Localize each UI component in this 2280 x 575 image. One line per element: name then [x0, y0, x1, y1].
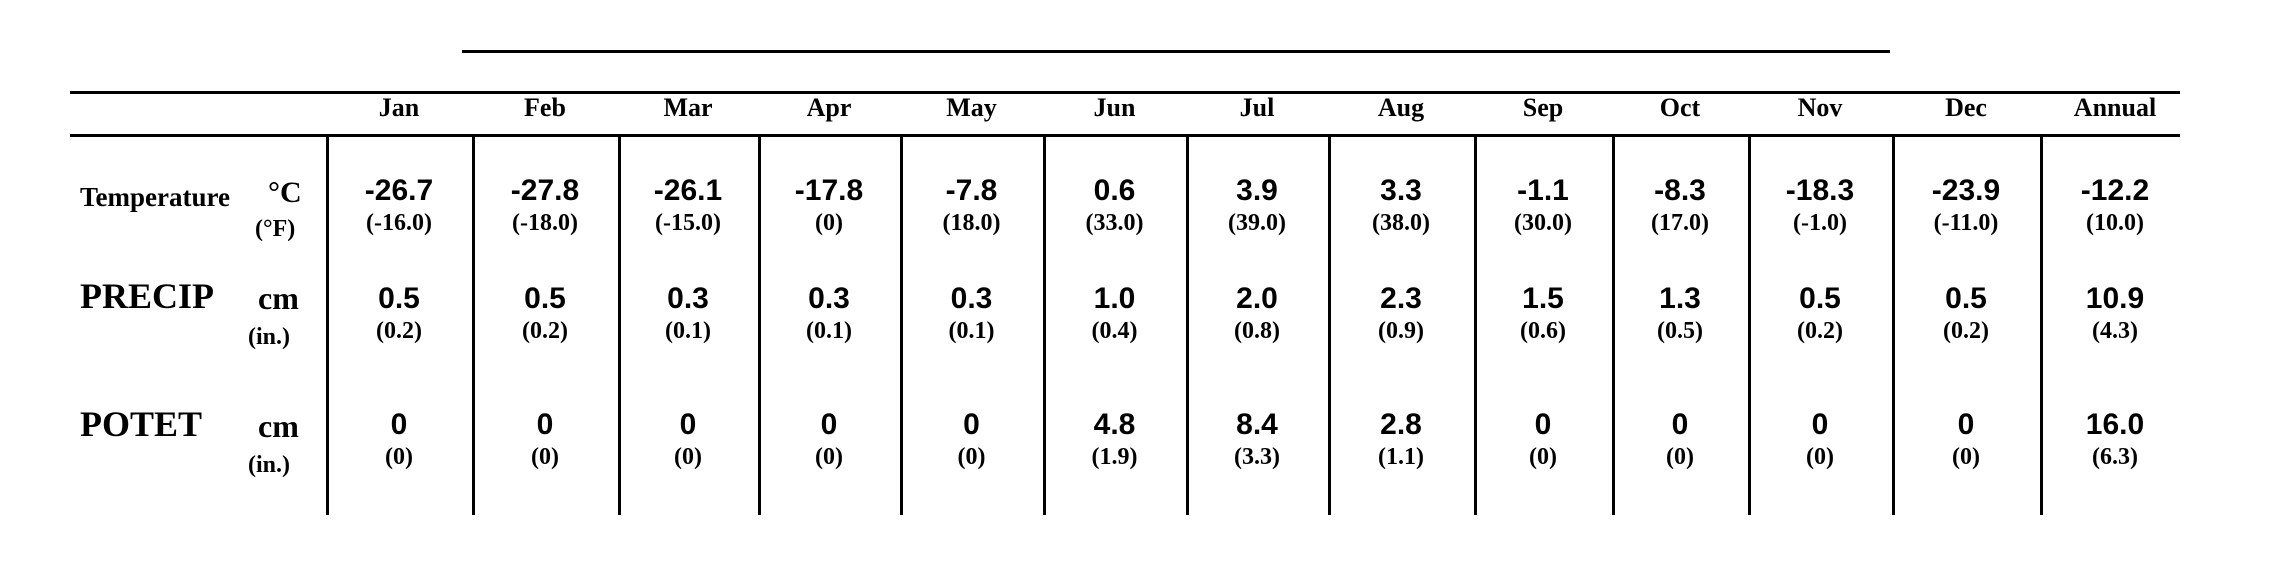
row-unit-metric: cm: [258, 408, 299, 444]
table-cell: 8.4 (3.3): [1234, 408, 1280, 470]
column-divider: [1186, 137, 1189, 515]
column-divider: [1748, 137, 1751, 515]
table-cell: 16.0 (6.3): [2085, 408, 2145, 470]
table-cell: -1.1 (30.0): [1514, 174, 1572, 236]
table-cell: 0 (0): [531, 408, 559, 470]
table-cell: -26.1 (-15.0): [653, 174, 723, 236]
table-cell: 4.8 (1.9): [1091, 408, 1138, 470]
table-cell: 0.3 (0.1): [948, 282, 995, 344]
table-cell: 0 (0): [957, 408, 986, 470]
column-header: Dec: [1945, 93, 1987, 122]
table-cell: 1.5 (0.6): [1520, 282, 1566, 344]
table-cell: -7.8 (18.0): [942, 174, 1001, 236]
table-cell: 0.3 (0.1): [806, 282, 852, 344]
column-header: Nov: [1797, 93, 1843, 122]
table-cell: 10.9 (4.3): [2085, 282, 2145, 344]
table-cell: 0 (0): [674, 408, 702, 470]
header-top-rule: [70, 91, 2180, 94]
column-divider: [1612, 137, 1615, 515]
row-label: PRECIP: [80, 276, 214, 316]
column-divider: [2040, 137, 2043, 515]
table-cell: 2.8 (1.1): [1378, 408, 1424, 470]
table-cell: 0 (0): [1806, 408, 1834, 470]
column-divider: [1043, 137, 1046, 515]
column-divider: [1328, 137, 1331, 515]
column-divider: [472, 137, 475, 515]
table-cell: 3.3 (38.0): [1372, 174, 1430, 236]
column-divider: [758, 137, 761, 515]
table-cell: -23.9 (-11.0): [1931, 174, 2001, 236]
table-cell: -12.2 (10.0): [2080, 174, 2150, 236]
column-divider: [900, 137, 903, 515]
row-unit-metric: °C: [268, 176, 302, 209]
table-cell: 0.5 (0.2): [376, 282, 422, 344]
table-cell: -8.3 (17.0): [1651, 174, 1709, 236]
column-header: Annual: [2073, 93, 2157, 122]
column-divider: [618, 137, 621, 515]
row-unit-imperial: (in.): [248, 324, 290, 350]
column-header: Sep: [1522, 93, 1564, 122]
table-cell: 2.0 (0.8): [1234, 282, 1280, 344]
row-unit-metric: cm: [258, 280, 299, 316]
table-cell: 0 (0): [1666, 408, 1694, 470]
column-divider: [1892, 137, 1895, 515]
table-cell: 0.5 (0.2): [1797, 282, 1843, 344]
table-cell: -17.8 (0): [794, 174, 864, 236]
column-header: Feb: [524, 93, 566, 122]
column-header: Oct: [1659, 93, 1701, 122]
row-unit-imperial: (in.): [248, 452, 290, 478]
row-label: Temperature: [80, 182, 230, 212]
column-header: Mar: [663, 93, 713, 122]
table-cell: 3.9 (39.0): [1228, 174, 1286, 236]
table-cell: 0.3 (0.1): [665, 282, 711, 344]
table-cell: 0 (0): [1529, 408, 1557, 470]
table-cell: 1.3 (0.5): [1657, 282, 1703, 344]
column-divider: [326, 137, 329, 515]
table-cell: 0 (0): [1952, 408, 1980, 470]
table-cell: 0.6 (33.0): [1085, 174, 1144, 236]
header-bottom-rule: [70, 134, 2180, 137]
top-rule: [462, 50, 1890, 53]
column-header: May: [946, 93, 997, 122]
table-cell: -26.7 (-16.0): [364, 174, 434, 236]
row-label: POTET: [80, 404, 203, 444]
column-header: Apr: [806, 93, 852, 122]
table-cell: 0.5 (0.2): [522, 282, 568, 344]
table-cell: -27.8 (-18.0): [510, 174, 580, 236]
column-header: Jan: [378, 93, 420, 122]
table-cell: -18.3 (-1.0): [1785, 174, 1855, 236]
column-header: Aug: [1377, 93, 1425, 122]
column-header: Jul: [1239, 93, 1275, 122]
column-divider: [1474, 137, 1477, 515]
table-cell: 2.3 (0.9): [1378, 282, 1424, 344]
column-header: Jun: [1093, 93, 1136, 122]
table-cell: 0.5 (0.2): [1943, 282, 1989, 344]
table-cell: 0 (0): [815, 408, 843, 470]
table-cell: 1.0 (0.4): [1091, 282, 1138, 344]
row-unit-imperial: (°F): [255, 216, 296, 242]
table-cell: 0 (0): [385, 408, 413, 470]
